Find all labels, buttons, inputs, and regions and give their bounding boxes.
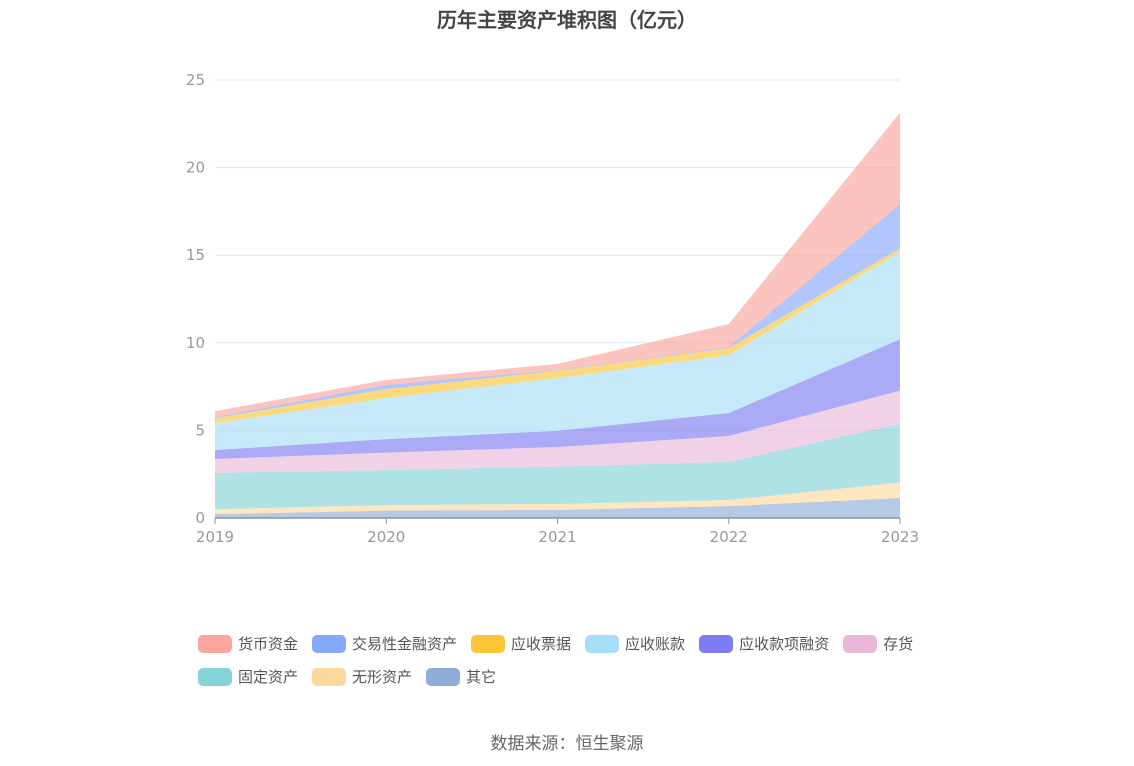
legend-item[interactable]: 固定资产 (198, 666, 298, 687)
area-series-4 (215, 339, 900, 459)
legend-item[interactable]: 交易性金融资产 (312, 633, 457, 654)
legend-row-1: 货币资金 交易性金融资产 应收票据 应收账款 应收款项融资 存货 (198, 633, 927, 654)
legend-swatch (198, 667, 232, 686)
legend-swatch (426, 667, 461, 686)
legend-item[interactable]: 应收款项融资 (699, 633, 829, 654)
legend-label: 应收款项融资 (739, 635, 830, 653)
area-series-1 (215, 482, 900, 515)
legend-item[interactable]: 存货 (843, 633, 913, 654)
x-tick-label: 2023 (881, 528, 919, 546)
x-tick-label: 2022 (710, 528, 748, 546)
legend-swatch (471, 634, 506, 653)
legend-label: 应收账款 (625, 635, 686, 653)
y-tick-label: 15 (186, 246, 205, 264)
legend-label: 存货 (883, 635, 914, 653)
area-series-3 (215, 390, 900, 473)
stacked-area-chart: 0 5 10 15 20 25 2019 2020 2021 2022 2023 (186, 71, 919, 546)
data-source: 数据来源：恒生聚源 (490, 734, 644, 754)
legend-label: 交易性金融资产 (352, 635, 458, 653)
legend-item[interactable]: 应收票据 (471, 633, 571, 654)
legend-swatch (699, 634, 734, 653)
legend-item[interactable]: 货币资金 (198, 633, 298, 654)
y-tick-label: 5 (195, 421, 205, 439)
legend-swatch (312, 667, 347, 686)
legend-label: 无形资产 (352, 668, 413, 686)
y-tick-label: 0 (195, 509, 205, 527)
y-tick-label: 20 (186, 159, 205, 177)
legend-swatch (585, 634, 620, 653)
y-tick-label: 25 (186, 71, 205, 89)
legend-label: 应收票据 (511, 635, 572, 653)
legend-label: 固定资产 (238, 668, 299, 686)
legend-label: 货币资金 (238, 635, 299, 653)
legend-item[interactable]: 应收账款 (585, 633, 685, 654)
legend-swatch (198, 634, 232, 653)
chart-title: 历年主要资产堆积图（亿元） (437, 8, 697, 32)
legend-swatch (843, 634, 878, 653)
area-series-2 (215, 423, 900, 510)
legend-label: 其它 (466, 668, 497, 686)
legend-item[interactable]: 其它 (426, 666, 496, 687)
x-tick-label: 2019 (196, 528, 234, 546)
legend-swatch (312, 634, 347, 653)
area-series-5 (215, 251, 900, 451)
legend-item[interactable]: 无形资产 (312, 666, 412, 687)
area-series-8 (215, 112, 900, 418)
y-tick-label: 10 (186, 334, 205, 352)
x-tick-label: 2021 (538, 528, 576, 546)
x-tick-label: 2020 (367, 528, 405, 546)
legend-row-2: 固定资产 无形资产 其它 (198, 666, 510, 687)
area-series-0 (215, 498, 900, 518)
